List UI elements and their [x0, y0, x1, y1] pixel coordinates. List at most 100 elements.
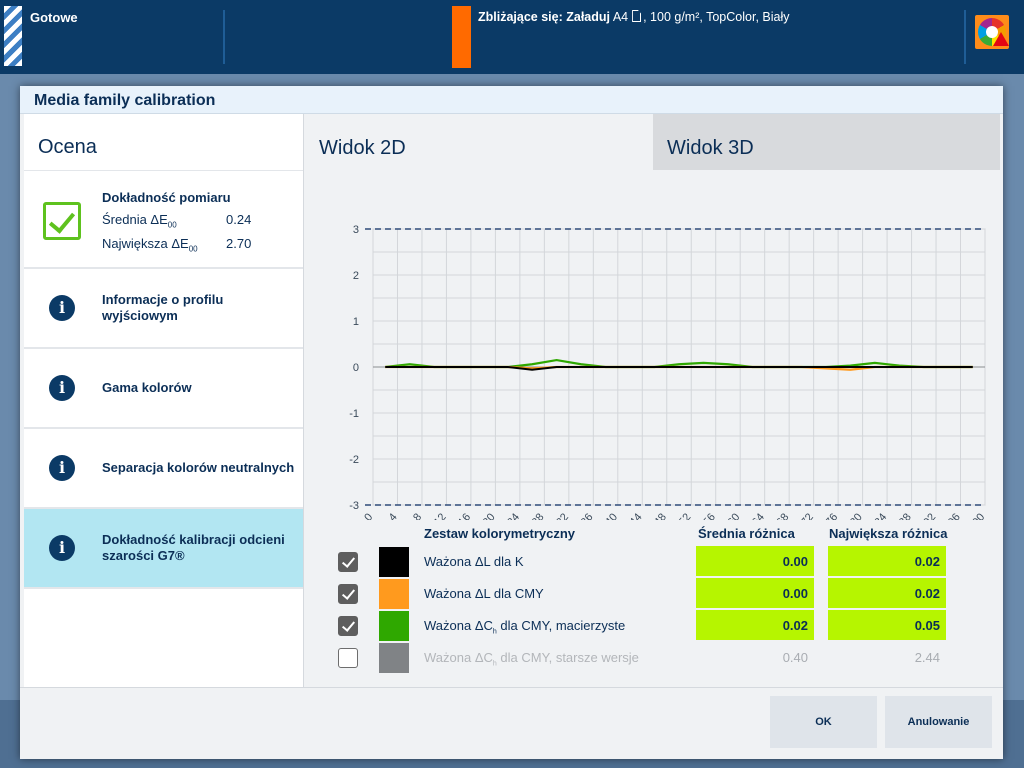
table-row: Ważona ΔL dla CMY 0.00 0.02: [305, 578, 1001, 610]
color-gamut-item[interactable]: i Gama kolorów: [24, 349, 303, 429]
divider: [964, 10, 966, 64]
upcoming-media-info[interactable]: Zbliżające się: Załaduj A4 , 100 g/m², To…: [478, 10, 789, 24]
x-tick-label: 92: [921, 511, 938, 520]
check-ok-icon: [43, 202, 81, 240]
details-panel: Widok 2D Widok 3D 0 4 8 12 16 20 24 28 32 36 40 44 4…: [305, 114, 1001, 687]
media-family-calibration-dialog: Media family calibration Ocena Dokładnoś…: [20, 86, 1003, 759]
tab-2d-view[interactable]: Widok 2D: [305, 114, 653, 170]
row-name-text: Ważona ΔL dla CMY: [424, 586, 544, 601]
table-row: Ważona ΔL dla K 0.00 0.02: [305, 546, 1001, 578]
row-name-text: Ważona ΔC: [424, 618, 493, 633]
row-checkbox[interactable]: [338, 616, 358, 636]
max-delta-e-row: Największa ΔE00 2.70: [102, 236, 251, 254]
divider: [223, 10, 225, 64]
avg-delta-e-sub: 00: [167, 220, 177, 230]
g7-grayscale-accuracy-item[interactable]: i Dokładność kalibracji odcieni szarości…: [24, 509, 303, 589]
row-checkbox[interactable]: [338, 584, 358, 604]
x-tick-label: 24: [505, 511, 522, 520]
item-label: Dokładność kalibracji odcieni szarości G…: [102, 532, 285, 563]
row-name-sub: h: [492, 628, 497, 636]
x-tick-label: 8: [411, 511, 424, 520]
color-swatch: [379, 643, 409, 673]
output-profile-info-item[interactable]: i Informacje o profilu wyjściowym: [24, 269, 303, 349]
calibration-chart: 0 4 8 12 16 20 24 28 32 36 40 44 48 52 56 60 64 68 72 76 80 8…: [305, 180, 1001, 533]
row-name: Ważona ΔCh dla CMY, starsze wersje: [424, 650, 639, 668]
neutral-separation-item[interactable]: i Separacja kolorów neutralnych: [24, 429, 303, 509]
x-tick-label: 36: [579, 511, 596, 520]
upcoming-label: Zbliżające się:: [478, 10, 563, 24]
row-name: Ważona ΔL dla CMY: [424, 586, 544, 601]
x-tick-label: 20: [481, 511, 498, 520]
x-tick-label: 68: [774, 511, 791, 520]
measurement-accuracy-title: Dokładność pomiaru: [102, 190, 231, 205]
tab-3d-view[interactable]: Widok 3D: [653, 114, 1000, 170]
max-delta-e-sub: 00: [188, 244, 198, 254]
row-name: Ważona ΔL dla K: [424, 554, 524, 569]
x-tick-label: 28: [530, 511, 547, 520]
paper-details: , 100 g/m², TopColor, Biały: [643, 10, 790, 24]
y-tick-label: 2: [353, 270, 359, 282]
item-label: Separacja kolorów neutralnych: [102, 460, 295, 475]
series-line: [385, 366, 973, 371]
col-header-set: Zestaw kolorymetryczny: [424, 526, 576, 541]
chart-svg: 0 4 8 12 16 20 24 28 32 36 40 44 48 52 56 60 64 68 72 76 80 8…: [349, 224, 987, 533]
max-value: 0.05: [828, 610, 946, 640]
col-header-avg: Średnia różnica: [698, 526, 795, 541]
avg-delta-e-label: Średnia ΔE: [102, 212, 168, 227]
x-tick-label: 100: [966, 511, 987, 520]
table-row: Ważona ΔCh dla CMY, starsze wersje 0.40 …: [305, 642, 1001, 674]
paper-size: A4: [612, 10, 629, 24]
row-name-text: Ważona ΔC: [424, 650, 493, 665]
warning-triangle-icon: [993, 32, 1009, 46]
ok-button[interactable]: OK: [770, 696, 877, 748]
x-tick-label: 52: [676, 511, 693, 520]
row-name-sub: h: [492, 660, 497, 668]
x-tick-label: 96: [946, 511, 963, 520]
max-delta-e-label: Największa ΔE: [102, 236, 189, 251]
dialog-footer: OK Anulowanie: [20, 687, 1003, 759]
row-name-rest: dla CMY, starsze wersje: [496, 650, 639, 665]
x-tick-label: 56: [701, 511, 718, 520]
x-tick-label: 80: [848, 511, 865, 520]
upcoming-job-indicator[interactable]: [452, 6, 471, 68]
max-delta-e-value: 2.70: [226, 236, 252, 251]
printer-status-stripes-icon[interactable]: [4, 6, 22, 66]
y-tick-label: 0: [353, 362, 359, 374]
y-tick-label: -3: [349, 500, 359, 512]
avg-value: 0.40: [782, 650, 808, 665]
color-swatch: [379, 579, 409, 609]
item-label: Informacje o profilu wyjściowym: [102, 292, 224, 323]
row-checkbox[interactable]: [338, 648, 358, 668]
avg-value: 0.00: [696, 578, 814, 608]
cancel-button[interactable]: Anulowanie: [885, 696, 992, 748]
x-tick-label: 60: [725, 511, 742, 520]
x-tick-label: 48: [652, 511, 669, 520]
x-tick-label: 4: [387, 511, 400, 520]
color-swatch: [379, 547, 409, 577]
document-icon: [632, 10, 642, 22]
max-value: 2.44: [914, 650, 940, 665]
avg-delta-e-row: Średnia ΔE00 0.24: [102, 212, 251, 230]
col-header-max: Największa różnica: [829, 526, 948, 541]
x-tick-label: 0: [362, 511, 375, 520]
y-tick-label: -1: [349, 408, 359, 420]
top-status-bar: Gotowe Zbliżające się: Załaduj A4 , 100 g…: [0, 0, 1024, 74]
table-row: Ważona ΔCh dla CMY, macierzyste 0.02 0.0…: [305, 610, 1001, 642]
x-tick-label: 88: [897, 511, 914, 520]
row-checkbox[interactable]: [338, 552, 358, 572]
color-swatch: [379, 611, 409, 641]
x-tick-label: 40: [603, 511, 620, 520]
x-tick-label: 44: [628, 511, 645, 520]
max-value: 0.02: [828, 578, 946, 608]
x-tick-label: 16: [456, 511, 473, 520]
x-tick-label: 72: [799, 511, 816, 520]
dialog-title: Media family calibration: [20, 86, 1003, 114]
y-tick-label: 1: [353, 316, 359, 328]
measurement-accuracy-item[interactable]: Dokładność pomiaru Średnia ΔE00 0.24 Naj…: [24, 171, 303, 269]
x-tick-label: 84: [872, 511, 889, 520]
printer-status-text: Gotowe: [30, 10, 78, 25]
color-warning-icon[interactable]: [975, 15, 1009, 49]
info-icon: i: [49, 535, 75, 561]
x-tick-label: 32: [554, 511, 571, 520]
row-name-rest: dla CMY, macierzyste: [496, 618, 626, 633]
